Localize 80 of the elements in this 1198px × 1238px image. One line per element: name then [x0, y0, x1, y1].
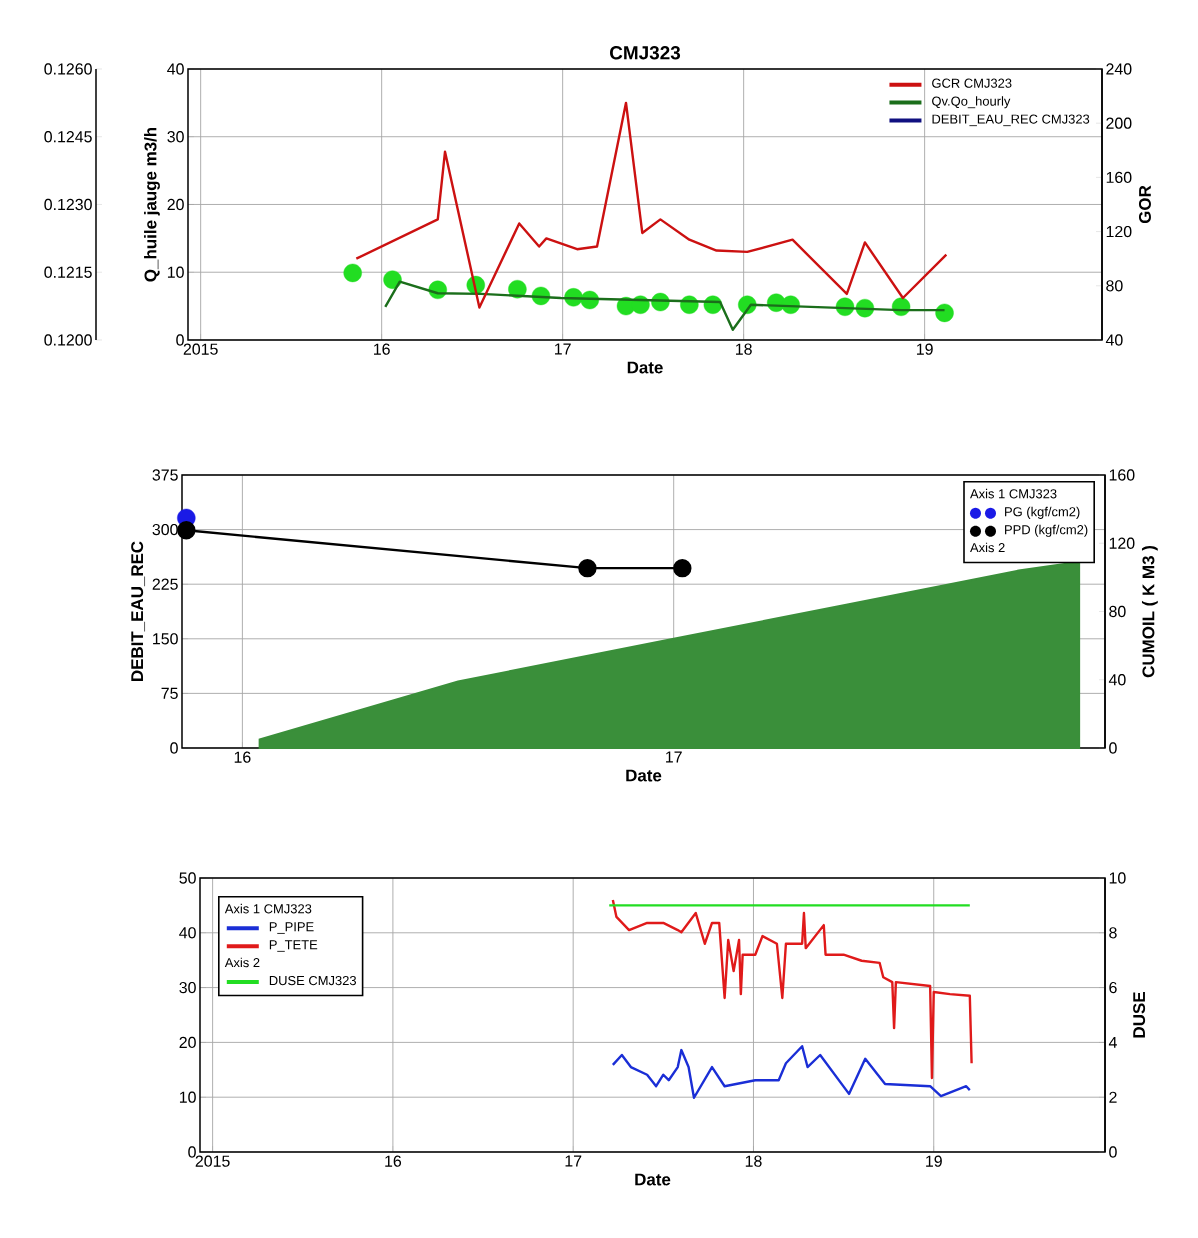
x-axis-title: Date	[626, 769, 662, 782]
y-tick-label: 40	[179, 927, 196, 939]
y-tick-label: 0	[176, 334, 184, 346]
y-axis-title: DEBIT_EAU_REC	[131, 541, 146, 681]
y3-tick-label: 0.1200	[44, 334, 92, 346]
legend-title: Axis 1 CMJ323	[970, 488, 1057, 499]
y2-tick-label: 6	[1109, 981, 1117, 994]
y2-axis-title: CUMOIL ( K M3 )	[1141, 546, 1158, 678]
y-tick-label: 50	[179, 872, 196, 884]
legend-label: P_TETE	[269, 940, 318, 952]
legend-label: DUSE CMJ323	[269, 975, 357, 986]
x-tick-label: 16	[374, 343, 390, 355]
y2-tick-label: 10	[1109, 872, 1126, 884]
y-tick-label: 10	[179, 1091, 196, 1103]
point	[673, 558, 692, 578]
x-axis-title: Date	[635, 1173, 671, 1186]
annotation: Axis 2	[224, 957, 260, 968]
x-tick-label: 17	[666, 751, 682, 763]
x-tick-label: 19	[916, 343, 933, 355]
x-tick-label: 16	[234, 751, 251, 763]
y-tick-label: 300	[152, 523, 178, 536]
y3-tick-label: 0.1230	[44, 198, 92, 211]
y2-tick-label: 240	[1106, 63, 1132, 75]
y-tick-label: 20	[179, 1036, 196, 1049]
y2-tick-label: 40	[1105, 334, 1123, 346]
point	[935, 303, 954, 323]
y2-tick-label: 4	[1108, 1036, 1117, 1048]
y-tick-label: 30	[179, 981, 196, 994]
x-tick-label: 2015	[183, 343, 218, 355]
point	[343, 263, 362, 283]
y2-axis-title: GOR	[1138, 185, 1151, 224]
y-axis-title: Q_huile jauge m3/h	[144, 127, 160, 282]
legend-label: PPD (kgf/cm2)	[1005, 524, 1088, 537]
y2-tick-label: 8	[1109, 927, 1117, 939]
y-tick-label: 30	[167, 131, 184, 143]
legend-title: Axis 1 CMJ323	[224, 903, 312, 914]
y2-tick-label: 80	[1109, 605, 1126, 618]
x-tick-label: 16	[385, 1155, 402, 1167]
y-tick-label: 150	[153, 633, 178, 645]
y2-tick-label: 120	[1109, 537, 1135, 549]
y-tick-label: 0	[188, 1146, 196, 1158]
annotation: Axis 2	[970, 542, 1005, 553]
x-axis-title: Date	[627, 361, 663, 374]
y2-tick-label: 0	[1109, 742, 1117, 754]
y2-tick-label: 2	[1109, 1091, 1117, 1103]
x-tick-label: 2015	[195, 1155, 230, 1167]
y-tick-label: 20	[167, 198, 184, 211]
point	[177, 521, 196, 540]
y-tick-label: 225	[152, 578, 178, 590]
x-tick-label: 19	[926, 1155, 942, 1167]
x-tick-label: 17	[555, 343, 571, 355]
y-tick-label: 0	[170, 742, 178, 754]
y2-tick-label: 80	[1106, 280, 1123, 292]
y2-tick-label: 120	[1106, 225, 1132, 238]
line-series	[611, 898, 973, 1080]
legend-label: Qv.Qo_hourly	[932, 96, 1011, 109]
x-tick-label: 18	[736, 343, 752, 355]
y3-tick-label: 0.1245	[44, 131, 92, 143]
chart-title: CMJ323	[610, 46, 681, 60]
legend-label: P_PIPE	[269, 922, 314, 934]
legend-label: PG (kgf/cm2)	[1005, 506, 1080, 519]
y-tick-label: 10	[167, 266, 184, 278]
y3-tick-label: 0.1260	[44, 63, 92, 75]
legend-label: DEBIT_EAU_REC CMJ323	[932, 114, 1090, 127]
y2-tick-label: 160	[1106, 171, 1132, 184]
y2-tick-label: 40	[1108, 674, 1126, 686]
y-tick-label: 75	[161, 687, 178, 699]
y2-tick-label: 200	[1106, 117, 1132, 129]
x-tick-label: 17	[565, 1155, 582, 1167]
y-tick-label: 40	[167, 63, 184, 75]
y2-tick-label: 160	[1109, 469, 1135, 481]
x-tick-label: 18	[745, 1155, 762, 1167]
y3-tick-label: 0.1215	[44, 266, 92, 278]
y2-axis-title: DUSE	[1133, 992, 1146, 1038]
y2-tick-label: 0	[1109, 1146, 1117, 1158]
legend-label: GCR CMJ323	[932, 78, 1012, 88]
point	[578, 558, 597, 578]
y-tick-label: 375	[152, 469, 178, 481]
point	[383, 270, 402, 289]
line-series	[611, 1045, 971, 1099]
